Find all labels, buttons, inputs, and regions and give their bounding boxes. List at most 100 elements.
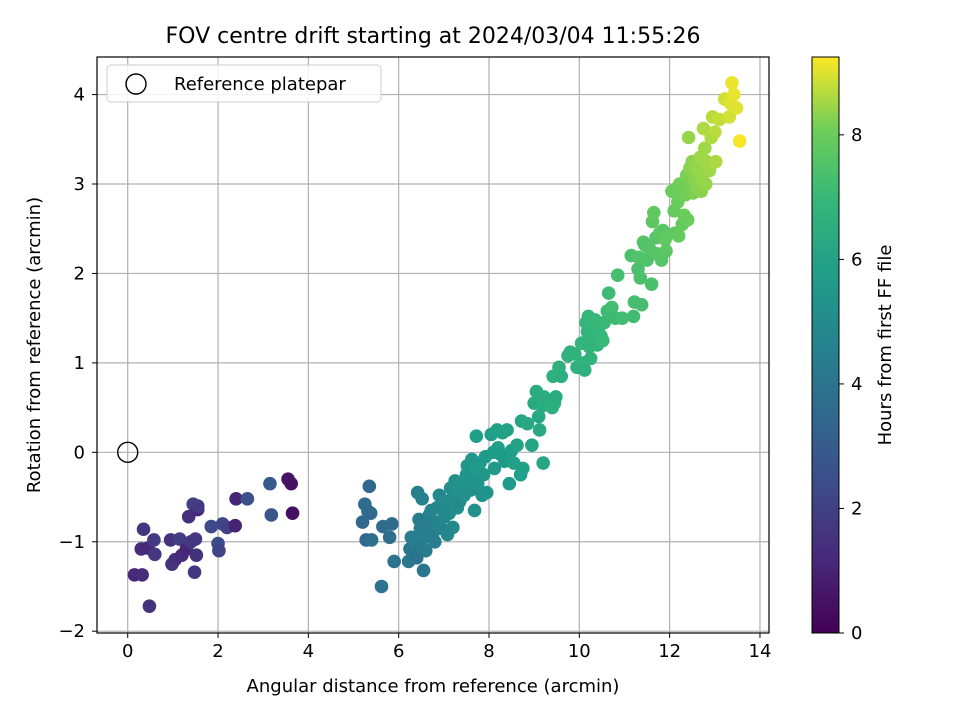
data-point	[229, 492, 243, 506]
reference-platepar-marker	[117, 441, 139, 464]
colorbar-tick-label: 8	[851, 125, 862, 146]
x-tick-label: 6	[393, 641, 404, 662]
data-point	[188, 532, 203, 546]
data-point	[696, 121, 711, 136]
data-point	[479, 485, 494, 500]
data-point	[520, 416, 535, 431]
data-point	[148, 547, 162, 562]
chart-title: FOV centre drift starting at 2024/03/04 …	[166, 24, 701, 49]
data-point	[172, 532, 187, 546]
data-point	[640, 253, 654, 267]
x-tick-label: 0	[122, 641, 133, 662]
colorbar-tick-label: 6	[851, 249, 862, 270]
x-tick-label: 14	[749, 641, 772, 662]
x-tick-label: 12	[658, 641, 681, 662]
data-points	[117, 76, 747, 613]
data-point	[510, 438, 524, 452]
data-point	[610, 268, 625, 283]
data-point	[658, 232, 672, 247]
data-point	[147, 533, 161, 547]
data-point	[363, 506, 378, 520]
data-point	[487, 461, 502, 476]
y-tick-label: 2	[74, 263, 85, 284]
data-point	[532, 423, 547, 437]
data-point	[725, 76, 739, 90]
x-tick-label: 8	[483, 641, 494, 662]
x-axis-label: Angular distance from reference (arcmin)	[247, 676, 620, 697]
colorbar: 0 2 4 6 8 Hours from first FF file	[811, 56, 896, 644]
data-point	[382, 530, 397, 545]
colorbar-tick-label: 0	[851, 623, 862, 644]
data-point	[680, 212, 695, 227]
data-point	[681, 130, 696, 145]
data-point	[536, 456, 550, 470]
x-tick-label: 2	[212, 641, 223, 662]
data-point	[708, 125, 722, 139]
data-point	[355, 515, 370, 529]
data-point	[374, 579, 389, 594]
colorbar-tick-label: 2	[851, 498, 862, 519]
data-point	[708, 154, 723, 169]
data-point	[615, 311, 630, 325]
y-tick-label: 4	[74, 85, 85, 106]
data-point	[647, 205, 661, 220]
data-point	[228, 518, 242, 533]
data-point	[240, 492, 255, 506]
data-point	[187, 565, 202, 579]
data-point	[729, 101, 744, 115]
colorbar-ticks: 0 2 4 6 8	[839, 125, 862, 644]
data-point	[633, 271, 648, 285]
colorbar-label: Hours from first FF file	[875, 245, 896, 446]
data-point	[416, 563, 431, 578]
data-point	[418, 543, 433, 558]
data-point	[644, 277, 659, 291]
data-point	[596, 333, 610, 348]
data-point	[142, 599, 157, 613]
data-point	[626, 309, 641, 324]
data-point	[190, 499, 205, 513]
data-point	[135, 568, 149, 582]
data-point	[415, 492, 429, 506]
data-point	[554, 369, 569, 384]
y-tick-label: 3	[74, 174, 85, 195]
data-point	[136, 522, 151, 537]
data-point	[726, 87, 741, 102]
data-point	[189, 548, 204, 562]
data-point	[385, 517, 399, 531]
data-point	[516, 461, 530, 476]
data-point	[698, 141, 712, 156]
data-point	[549, 390, 563, 404]
data-point	[605, 300, 619, 315]
y-tick-label: 0	[74, 442, 85, 463]
data-point	[525, 438, 539, 452]
y-tick-label: 1	[74, 353, 85, 374]
data-point	[583, 351, 598, 366]
data-point	[698, 177, 713, 191]
data-point	[428, 534, 442, 549]
data-point	[364, 533, 379, 547]
legend: Reference platepar	[106, 64, 382, 103]
y-tick-label: −1	[58, 532, 85, 553]
x-tick-label: 4	[303, 641, 314, 662]
plot-frame	[96, 56, 770, 634]
legend-entry-label: Reference platepar	[174, 74, 346, 95]
data-point	[387, 554, 401, 569]
data-point	[531, 409, 546, 424]
data-point	[659, 244, 673, 258]
data-point	[263, 476, 277, 491]
data-point	[601, 286, 616, 300]
data-point	[212, 543, 226, 558]
data-point	[264, 508, 279, 522]
y-tick-label: −2	[58, 621, 85, 642]
data-point	[446, 520, 460, 535]
data-point	[500, 423, 514, 437]
data-point	[469, 429, 484, 444]
data-point	[284, 476, 298, 491]
legend-box	[106, 64, 382, 103]
colorbar-gradient	[811, 56, 840, 634]
data-point	[476, 467, 491, 482]
data-point	[671, 229, 686, 243]
